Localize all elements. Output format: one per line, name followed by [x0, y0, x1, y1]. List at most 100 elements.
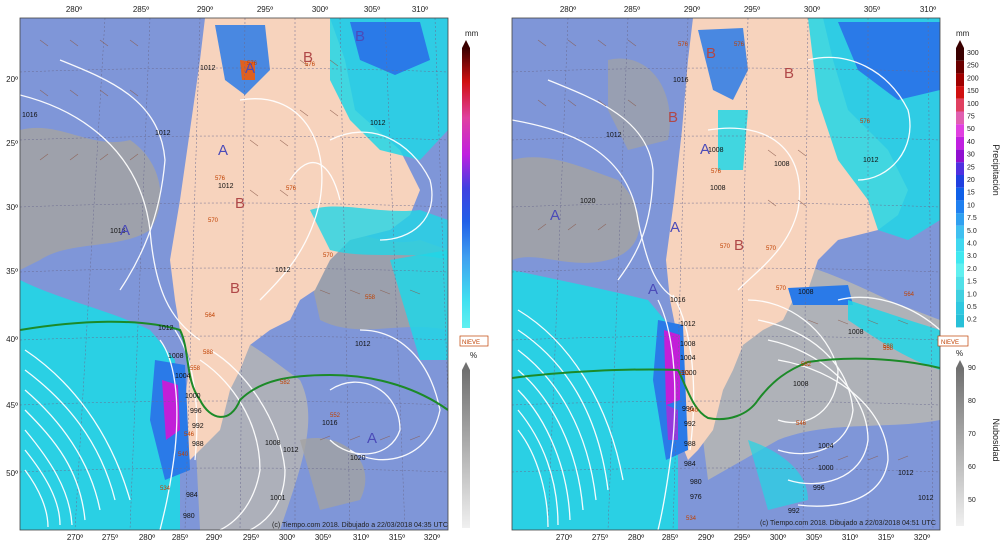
- isobar-label: 996: [682, 406, 694, 413]
- top-lon-ticks: 280º 285º 290º 295º 300º 305º 310º: [66, 5, 428, 14]
- geopotential-tag: 576: [247, 61, 258, 67]
- geopotential-tag: 564: [205, 313, 216, 319]
- precip-swatch: [956, 200, 964, 214]
- lon-tick: 305º: [806, 533, 822, 542]
- lon-tick: 320º: [914, 533, 930, 542]
- colorbar-arrow-icon: [956, 40, 964, 48]
- isobar-label: 1016: [322, 420, 338, 427]
- isobar-label: 996: [190, 408, 202, 415]
- isobar-label: 1012: [898, 470, 914, 477]
- high-pressure-marker: A: [700, 141, 710, 158]
- geopotential-tag: 582: [801, 362, 812, 368]
- lon-tick: 290º: [684, 5, 700, 14]
- isobar-label-group: 1016 1012 1012 1012 1012 1016 1012 1012 …: [22, 65, 386, 520]
- cloud-area: [608, 58, 670, 150]
- isobar-label: 1004: [680, 355, 696, 362]
- precip-area: [698, 28, 748, 100]
- pressure-systems: A A A A B B B B B: [550, 45, 794, 298]
- left-colorbar: mm NIEVE %: [459, 29, 489, 528]
- precip-label: 5.0: [967, 228, 977, 235]
- right-forecast-svg: 1016 1012 1020 1008 1012 1008 1016 1008 …: [511, 5, 1000, 542]
- geopotential-tag: 540: [688, 408, 699, 414]
- isobar-label: 1016: [110, 228, 126, 235]
- precip-label: 3.0: [967, 253, 977, 260]
- precip-swatch: [956, 124, 964, 137]
- low-pressure-marker: B: [230, 280, 240, 297]
- bottom-lon-ticks: 270º 275º 280º 285º 290º 295º 300º 305º …: [556, 533, 930, 542]
- right-map-area: 1016 1012 1020 1008 1012 1008 1016 1008 …: [512, 18, 940, 530]
- precip-swatch: [956, 149, 964, 163]
- geopotential-tag: 546: [796, 421, 807, 427]
- geopotential-tag: 570: [776, 286, 787, 292]
- geopotential-tag: 576: [734, 42, 745, 48]
- snow-line: [20, 320, 448, 418]
- cloud-area: [300, 438, 366, 510]
- geopotential-tag: 558: [190, 366, 201, 372]
- left-map-area: 1016 1012 1012 1012 1012 1016 1012 1012 …: [20, 18, 448, 530]
- lon-tick: 320º: [424, 533, 440, 542]
- snow-legend: [937, 335, 969, 347]
- geopotential-tag: 588: [883, 344, 894, 350]
- precip-colorbar: mm 300 250 200 150 100 75 50 40 30 25 20 15 10 7.5 5.0…: [937, 29, 1000, 347]
- precip-swatch: [956, 162, 964, 175]
- lon-tick: 310º: [412, 5, 428, 14]
- lon-tick: 290º: [197, 5, 213, 14]
- isobar-label: 1008: [710, 185, 726, 192]
- cloud-label: 50: [968, 497, 976, 504]
- lon-tick: 305º: [315, 533, 331, 542]
- precip-swatch: [956, 213, 964, 226]
- geopotential-tags: 576 576 576 576 570 570 564 558 558 552 …: [160, 61, 376, 492]
- cloud-label: 90: [968, 365, 976, 372]
- isobar-label: 980: [690, 479, 702, 486]
- precip-area: [748, 440, 808, 510]
- isobar-label: 988: [684, 441, 696, 448]
- lat-tick: 45º: [6, 401, 18, 410]
- precip-label: 20: [967, 177, 975, 184]
- geopotential-tag: 570: [766, 246, 777, 252]
- lat-tick: 35º: [6, 267, 18, 276]
- geopotential-tag: 576: [860, 119, 871, 125]
- geopotential-tag: 558: [883, 346, 894, 352]
- isobar-label: 1016: [673, 77, 689, 84]
- precip-label: 15: [967, 190, 975, 197]
- precip-label: 30: [967, 152, 975, 159]
- right-credit: (c) Tiempo.com 2018. Dibujado a 22/03/20…: [760, 520, 936, 527]
- isobar-label: 996: [813, 485, 825, 492]
- low-pressure-marker: B: [668, 109, 678, 126]
- isobar-label: 984: [186, 492, 198, 499]
- geopotential-tags: 576 576 576 576 570 570 564 558 552 546 …: [678, 42, 915, 522]
- map-frame: [511, 17, 941, 531]
- top-lon-ticks: 280º 285º 290º 295º 300º 305º 310º: [560, 5, 936, 14]
- isobar-label: 976: [690, 494, 702, 501]
- precip-swatch: [956, 263, 964, 277]
- precip-label: 10: [967, 202, 975, 209]
- geopotential-tag: 552: [680, 371, 691, 377]
- precip-swatch: [956, 187, 964, 201]
- isobar-label: 992: [192, 423, 204, 430]
- precip-area: [788, 285, 853, 305]
- isobar-label: 1012: [218, 183, 234, 190]
- isobar-label: 1012: [680, 321, 696, 328]
- isobar-label: 1012: [370, 120, 386, 127]
- isobar-label: 1000: [681, 370, 697, 377]
- isobar-label: 1008: [848, 329, 864, 336]
- lon-tick: 310º: [353, 533, 369, 542]
- isobar-label: 1012: [355, 341, 371, 348]
- precip-swatch: [956, 60, 964, 74]
- lon-tick: 300º: [312, 5, 328, 14]
- precip-swatches: [956, 48, 964, 328]
- precip-swatch: [956, 238, 964, 252]
- geopotential-tag: 534: [686, 516, 697, 522]
- precip-swatch: [956, 86, 964, 99]
- precip-swatch: [956, 73, 964, 87]
- map-frame: [19, 17, 449, 531]
- isobar-label: 1012: [863, 157, 879, 164]
- isobar-label: 1008: [168, 353, 184, 360]
- high-pressure-marker: A: [367, 430, 377, 447]
- lon-tick: 280º: [139, 533, 155, 542]
- precip-swatch: [956, 111, 964, 125]
- precip-label: 75: [967, 114, 975, 121]
- precip-label: 2.0: [967, 266, 977, 273]
- precip-swatch: [956, 276, 964, 290]
- precip-label: 150: [967, 88, 979, 95]
